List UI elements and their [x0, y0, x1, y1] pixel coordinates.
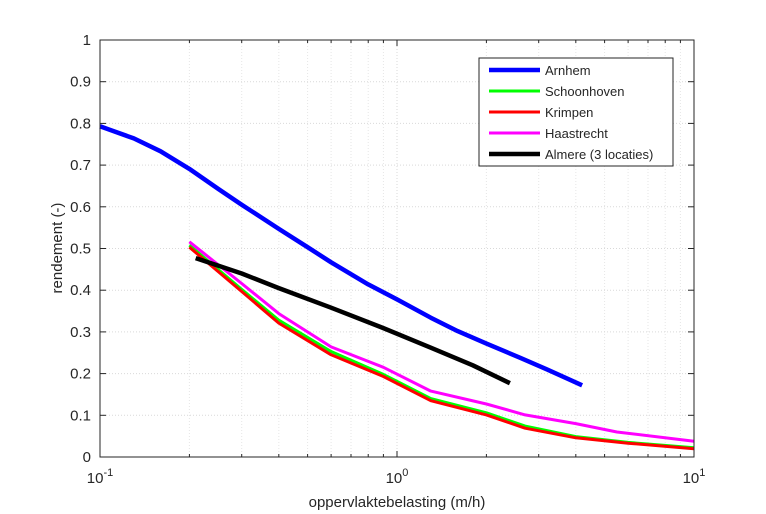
y-tick-label: 0.6 [70, 199, 91, 216]
series-line [188, 246, 695, 451]
legend-label: Almere (3 locaties) [545, 147, 653, 162]
y-tick-label: 0.1 [70, 407, 91, 424]
legend-entries: Arnhem Schoonhoven Krimpen Haastrecht Almere… [489, 63, 653, 162]
legend-label: Haastrecht [545, 126, 608, 141]
axis-ticks [99, 39, 695, 458]
y-tick-label: 0.8 [70, 115, 91, 132]
y-tick-label: 0.4 [70, 282, 91, 299]
y-tick-label: 1 [83, 32, 91, 49]
y-tick-label: 0.3 [70, 324, 91, 341]
legend-label: Krimpen [545, 105, 593, 120]
legend-label: Schoonhoven [545, 84, 625, 99]
x-tick-labels: 10-1 100 101 [87, 467, 706, 487]
series-line [99, 124, 584, 388]
y-axis-label: rendement (-) [49, 203, 66, 294]
y-tick-labels: 0 0.1 0.2 0.3 0.4 0.5 0.6 0.7 0.8 0.9 1 [70, 32, 91, 466]
x-tick-label: 10-1 [87, 467, 113, 487]
y-tick-label: 0.9 [70, 74, 91, 91]
y-tick-label: 0.5 [70, 241, 91, 258]
legend: Arnhem Schoonhoven Krimpen Haastrecht Almere… [478, 57, 674, 167]
y-tick-label: 0 [83, 449, 91, 466]
x-tick-label: 100 [386, 467, 409, 487]
y-tick-label: 0.2 [70, 366, 91, 383]
series-line [194, 255, 511, 386]
x-axis-label: oppervlaktebelasting (m/h) [309, 494, 486, 511]
x-tick-label: 101 [683, 467, 706, 487]
series-line [188, 240, 695, 443]
legend-label: Arnhem [545, 63, 591, 78]
series-lines [99, 124, 695, 451]
y-tick-label: 0.7 [70, 157, 91, 174]
